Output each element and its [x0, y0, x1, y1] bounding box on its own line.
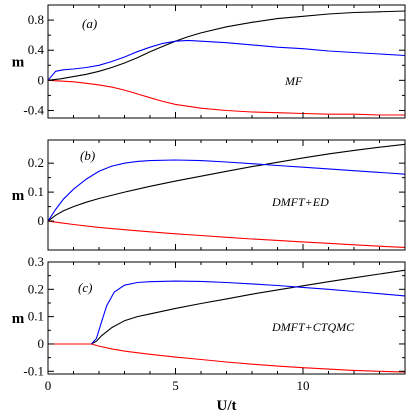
series-blue-line — [48, 280, 405, 345]
y-tick-label: 0 — [38, 72, 45, 87]
y-tick-label: 0.4 — [28, 42, 45, 57]
x-tick-label: 0 — [45, 378, 52, 393]
panel-tag: (c) — [78, 280, 92, 295]
y-tick-label: -0.4 — [23, 102, 44, 117]
y-tick-label: 0.2 — [28, 155, 44, 170]
y-tick-label: 0 — [38, 336, 45, 351]
series-black-line — [48, 143, 405, 222]
x-tick-label: 5 — [172, 378, 179, 393]
series-red-line — [48, 343, 405, 373]
panel-2: 0 0.1 0.2 m (b) DMFT+ED — [12, 139, 406, 251]
y-tick-label: 0 — [38, 213, 45, 228]
y-axis-label: m — [12, 188, 25, 204]
series-red-line — [48, 79, 405, 116]
method-annotation: MF — [284, 74, 303, 88]
x-axis-label: U/t — [217, 398, 237, 414]
series-red-line — [48, 220, 405, 248]
x-tick-label: 10 — [297, 378, 310, 393]
series-blue-line — [48, 39, 405, 81]
y-tick-label: 0.2 — [28, 281, 44, 296]
y-tick-label: 0.3 — [28, 254, 44, 269]
y-tick-label: 0.1 — [28, 309, 44, 324]
y-axis-label: m — [12, 311, 25, 327]
plot-frame — [47, 261, 406, 375]
y-axis-label: m — [12, 55, 25, 71]
panel-tag: (a) — [82, 16, 97, 31]
method-annotation: DMFT+ED — [271, 195, 329, 209]
series-black-line — [48, 10, 405, 81]
method-annotation: DMFT+CTQMC — [271, 320, 355, 334]
panel-tag: (b) — [80, 148, 95, 163]
series-blue-line — [48, 159, 405, 222]
plot-frame — [47, 4, 406, 119]
plot-frame — [47, 139, 406, 251]
series-black-line — [48, 269, 405, 345]
panel-1: -0.4 0 0.4 0.8 m (a) MF — [12, 4, 406, 119]
y-tick-label: 0.8 — [28, 12, 44, 27]
y-tick-label: 0.1 — [28, 184, 44, 199]
y-tick-label: -0.1 — [23, 363, 44, 378]
